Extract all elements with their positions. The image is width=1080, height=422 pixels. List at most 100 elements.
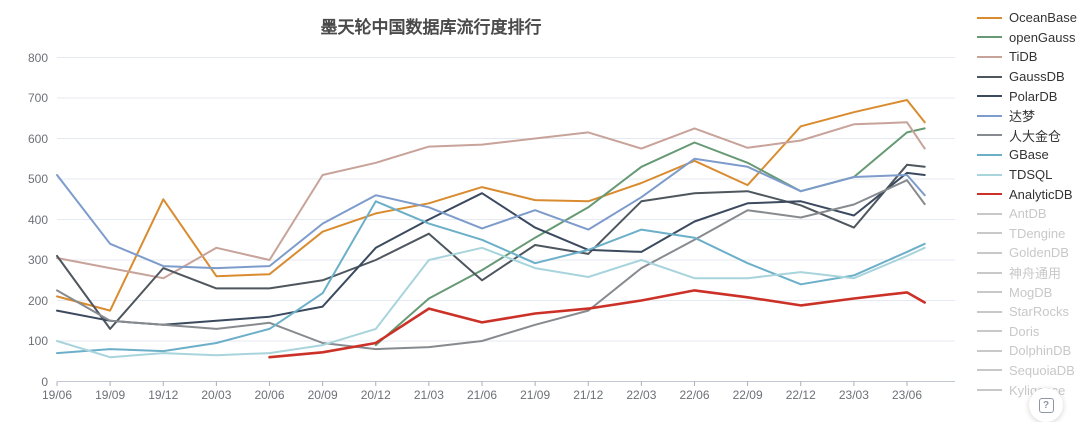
- series-line-GBase: [56, 200, 926, 355]
- legend-swatch: [977, 349, 1002, 352]
- legend-item-label: OceanBase: [1009, 10, 1077, 26]
- y-axis-tick-label: 600: [27, 131, 48, 146]
- legend-swatch: [977, 212, 1002, 215]
- x-axis-tick-label: 19/09: [95, 388, 126, 402]
- legend-item-label: StarRocks: [1009, 304, 1069, 320]
- legend-swatch: [977, 193, 1002, 196]
- legend-item-label: GoldenDB: [1009, 245, 1069, 261]
- legend-item-label: Doris: [1009, 323, 1040, 339]
- x-axis-tick-label: 20/03: [201, 388, 232, 402]
- legend-item-GoldenDB[interactable]: GoldenDB: [977, 243, 1077, 263]
- question-icon: ?: [1038, 397, 1054, 413]
- legend-swatch: [977, 95, 1002, 98]
- x-axis-tick-label: 20/06: [254, 388, 285, 402]
- legend-swatch: [977, 75, 1002, 78]
- legend-item-label: openGauss: [1009, 29, 1076, 45]
- y-axis-tick-label: 400: [27, 212, 48, 227]
- legend-swatch: [977, 36, 1002, 39]
- series-line-OceanBase: [56, 99, 926, 312]
- legend-item-label: TDSQL: [1009, 167, 1053, 183]
- legend-item-AntDB[interactable]: AntDB: [977, 204, 1077, 224]
- x-axis-tick-label: 21/03: [413, 388, 444, 402]
- y-axis-tick-label: 100: [27, 334, 48, 348]
- legend-item-DolphinDB[interactable]: DolphinDB: [977, 341, 1077, 361]
- legend-item-TDengine[interactable]: TDengine: [977, 224, 1077, 244]
- legend-item-label: DolphinDB: [1009, 343, 1072, 359]
- legend-item-label: GaussDB: [1009, 69, 1065, 85]
- legend-swatch: [977, 153, 1002, 156]
- legend-item-神舟通用[interactable]: 神舟通用: [977, 263, 1077, 283]
- legend-item-openGauss[interactable]: openGauss: [977, 28, 1077, 48]
- legend-item-label: 达梦: [1009, 109, 1036, 125]
- x-axis-tick-label: 21/09: [520, 388, 551, 402]
- series-line-TDSQL: [56, 246, 926, 359]
- x-axis-tick-label: 19/12: [148, 388, 179, 402]
- legend-item-Kyligence[interactable]: Kyligence: [977, 380, 1077, 400]
- legend-item-MogDB[interactable]: MogDB: [977, 282, 1077, 302]
- legend-item-label: AntDB: [1009, 206, 1047, 222]
- series-line-达梦: [56, 157, 926, 270]
- legend-item-label: TiDB: [1009, 49, 1038, 65]
- y-axis-tick-label: 300: [27, 253, 48, 267]
- x-axis-tick-label: 21/06: [466, 388, 498, 402]
- x-axis-tick-label: 22/09: [732, 388, 763, 402]
- legend-swatch: [977, 173, 1002, 176]
- legend-item-PolarDB[interactable]: PolarDB: [977, 86, 1077, 106]
- legend-swatch: [977, 134, 1002, 137]
- legend-swatch: [977, 232, 1002, 235]
- legend: OceanBase openGauss TiDB GaussDB PolarDB 达梦人大…: [977, 8, 1077, 400]
- legend-swatch: [977, 389, 1002, 392]
- y-axis-tick-label: 800: [27, 50, 48, 65]
- legend-item-GBase[interactable]: GBase: [977, 145, 1077, 165]
- legend-swatch: [977, 330, 1002, 333]
- chart-title: 墨天轮中国数据库流行度排行: [320, 18, 542, 37]
- legend-item-达梦[interactable]: 达梦: [977, 106, 1077, 126]
- legend-item-AnalyticDB[interactable]: AnalyticDB: [977, 184, 1077, 204]
- legend-item-label: MogDB: [1009, 284, 1053, 300]
- legend-item-label: GBase: [1009, 147, 1049, 163]
- legend-item-Doris[interactable]: Doris: [977, 322, 1077, 342]
- x-axis-tick-label: 22/06: [679, 388, 710, 402]
- x-axis-tick-label: 21/12: [573, 388, 604, 402]
- x-axis-tick-label: 20/09: [307, 388, 338, 402]
- legend-item-OceanBase[interactable]: OceanBase: [977, 8, 1077, 28]
- legend-item-人大金仓[interactable]: 人大金仓: [977, 126, 1077, 146]
- legend-swatch: [977, 251, 1002, 254]
- legend-item-label: 神舟通用: [1009, 266, 1062, 282]
- series-line-openGauss: [374, 127, 926, 347]
- legend-swatch: [977, 310, 1002, 313]
- legend-swatch: [977, 291, 1002, 294]
- legend-swatch: [977, 16, 1002, 19]
- legend-swatch: [977, 369, 1002, 372]
- legend-item-GaussDB[interactable]: GaussDB: [977, 67, 1077, 87]
- x-axis-tick-label: 20/12: [360, 388, 391, 402]
- legend-item-SequoiaDB[interactable]: SequoiaDB: [977, 361, 1077, 381]
- legend-swatch: [977, 271, 1002, 274]
- x-axis-tick-label: 22/12: [785, 388, 816, 402]
- y-axis-tick-label: 700: [27, 91, 48, 105]
- help-button[interactable]: ?: [1029, 388, 1063, 422]
- legend-item-TiDB[interactable]: TiDB: [977, 47, 1077, 67]
- y-axis-tick-label: 0: [41, 374, 48, 389]
- x-axis-tick-label: 22/03: [626, 388, 657, 402]
- legend-swatch: [977, 114, 1002, 117]
- y-axis-tick-label: 200: [27, 293, 48, 308]
- legend-item-label: AnalyticDB: [1009, 186, 1073, 202]
- series-line-TiDB: [56, 121, 926, 280]
- x-axis-tick-label: 23/06: [891, 388, 923, 402]
- series-line-AnalyticDB: [268, 289, 927, 359]
- legend-item-label: 人大金仓: [1009, 128, 1062, 144]
- legend-item-TDSQL[interactable]: TDSQL: [977, 165, 1077, 185]
- legend-item-label: TDengine: [1009, 225, 1066, 241]
- x-axis-tick-label: 19/06: [41, 388, 73, 402]
- series-line-PolarDB: [56, 171, 926, 326]
- y-axis-tick-label: 500: [27, 172, 48, 186]
- series-line-GaussDB: [56, 163, 926, 330]
- legend-item-label: PolarDB: [1009, 88, 1058, 104]
- legend-item-StarRocks[interactable]: StarRocks: [977, 302, 1077, 322]
- series-line-人大金仓: [56, 179, 926, 351]
- legend-item-label: SequoiaDB: [1009, 362, 1075, 378]
- legend-swatch: [977, 55, 1002, 58]
